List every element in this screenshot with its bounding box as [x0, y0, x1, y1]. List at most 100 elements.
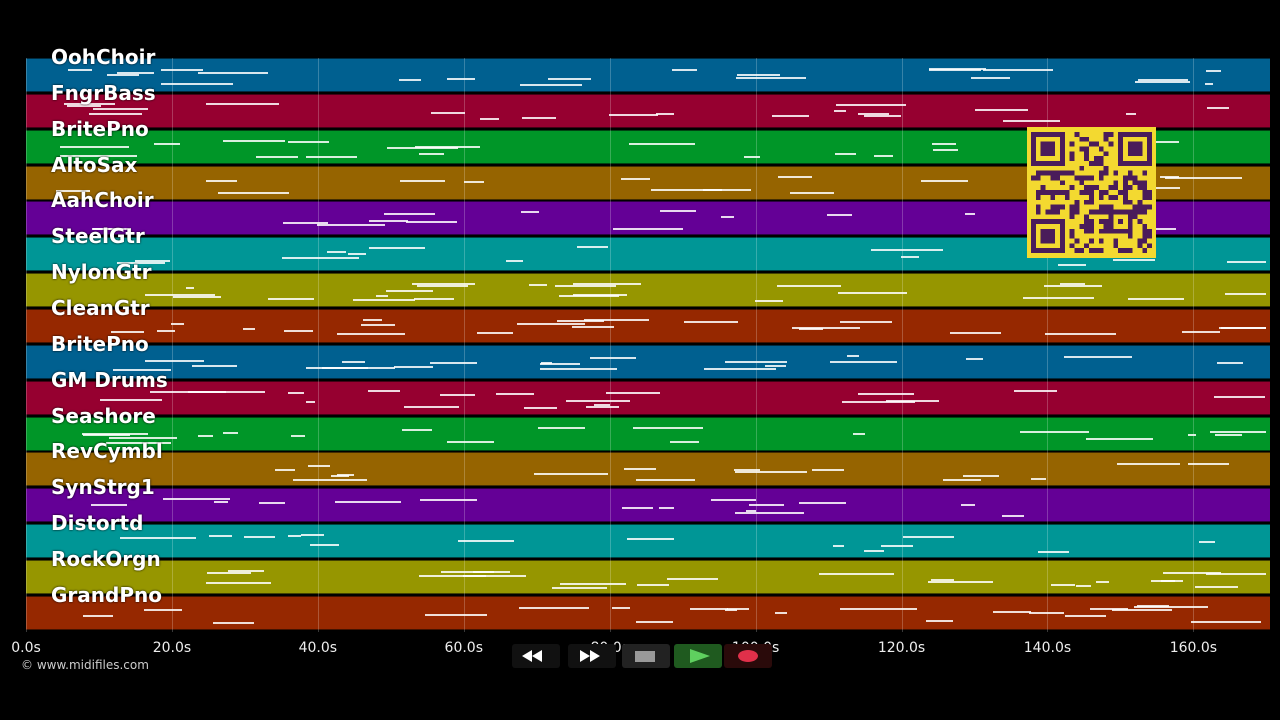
- fast-forward-button[interactable]: [568, 644, 616, 668]
- midi-note: [283, 329, 313, 332]
- midi-note: [900, 255, 920, 258]
- midi-note: [834, 109, 847, 112]
- midi-note: [60, 155, 138, 158]
- midi-note: [1194, 586, 1239, 589]
- midi-note: [1162, 572, 1222, 575]
- midi-note: [724, 360, 788, 363]
- midi-note: [1112, 259, 1155, 262]
- track-lane: [26, 58, 1270, 92]
- midi-note: [326, 251, 347, 254]
- time-tick-label: 20.0s: [152, 640, 192, 656]
- midi-note: [307, 465, 331, 468]
- midi-note: [394, 365, 433, 368]
- time-tick-label: 0.0s: [11, 640, 41, 656]
- midi-note: [1227, 261, 1266, 264]
- fast-forward-icon: [580, 650, 600, 662]
- track-lane: [26, 488, 1270, 523]
- midi-note: [301, 534, 325, 537]
- midi-note: [116, 261, 166, 264]
- midi-note: [105, 441, 171, 444]
- midi-note: [107, 73, 139, 76]
- midi-note: [495, 392, 535, 395]
- midi-note: [933, 149, 959, 151]
- midi-note: [1086, 438, 1154, 441]
- midi-note: [771, 115, 809, 118]
- midi-note: [412, 283, 475, 286]
- stop-button[interactable]: [622, 644, 670, 668]
- midi-note: [1199, 540, 1215, 543]
- midi-note: [1151, 579, 1184, 582]
- record-button[interactable]: [724, 644, 772, 668]
- midi-note: [1045, 333, 1116, 336]
- play-icon: [690, 649, 710, 663]
- midi-note: [635, 620, 673, 623]
- midi-note: [880, 545, 913, 548]
- midi-note: [792, 326, 860, 329]
- midi-note: [724, 608, 737, 611]
- midi-note: [506, 259, 524, 262]
- midi-note: [172, 295, 222, 298]
- track-label: RevCymbl: [51, 439, 163, 464]
- midi-note: [198, 71, 269, 74]
- midi-note: [928, 580, 993, 583]
- midi-note: [424, 614, 487, 617]
- midi-note: [99, 399, 162, 402]
- midi-note: [528, 283, 548, 286]
- midi-note: [157, 329, 175, 332]
- midi-note: [458, 540, 514, 543]
- midi-note: [819, 572, 895, 575]
- midi-note: [419, 153, 444, 156]
- midi-note: [222, 432, 239, 435]
- midi-note: [589, 356, 637, 359]
- midi-note: [386, 146, 459, 149]
- midi-note: [476, 331, 514, 334]
- record-icon: [738, 650, 758, 662]
- midi-note: [1213, 396, 1266, 399]
- midi-note: [287, 534, 302, 537]
- transport-controls: [510, 644, 772, 668]
- track-label: FngrBass: [51, 80, 156, 105]
- time-tick-label: 160.0s: [1169, 640, 1218, 656]
- midi-note: [171, 322, 184, 325]
- midi-note: [1003, 119, 1060, 122]
- midi-note: [547, 78, 592, 81]
- midi-note: [209, 534, 232, 537]
- midi-note: [521, 211, 540, 214]
- track-label: NylonGtr: [51, 260, 152, 285]
- midi-note: [612, 228, 683, 231]
- midi-note: [949, 332, 1001, 335]
- midi-note: [1165, 177, 1243, 180]
- midi-note: [274, 468, 295, 471]
- midi-note: [109, 437, 177, 440]
- midi-note: [842, 400, 916, 403]
- rewind-button[interactable]: [512, 644, 560, 668]
- midi-note: [283, 222, 328, 225]
- midi-note: [1019, 430, 1089, 433]
- midi-note: [721, 216, 734, 219]
- midi-note: [605, 392, 661, 395]
- midi-note: [1001, 515, 1025, 518]
- midi-note: [384, 213, 436, 216]
- midi-note: [835, 153, 857, 156]
- play-button[interactable]: [674, 644, 722, 668]
- midi-note: [1191, 620, 1261, 623]
- midi-note: [1063, 355, 1132, 358]
- grid-line: [901, 58, 903, 632]
- midi-note: [1206, 69, 1221, 72]
- midi-note: [608, 113, 658, 116]
- midi-note: [655, 112, 674, 115]
- grid-line: [317, 58, 319, 632]
- midi-note: [1188, 463, 1230, 466]
- midi-note: [799, 501, 846, 504]
- midi-note: [754, 299, 784, 302]
- midi-note: [386, 289, 434, 292]
- midi-note: [259, 502, 285, 505]
- midi-note: [188, 391, 266, 394]
- midi-note: [145, 294, 216, 297]
- midi-note: [541, 362, 552, 365]
- midi-note: [983, 68, 1053, 71]
- midi-note: [931, 578, 955, 581]
- midi-note: [558, 294, 619, 297]
- midi-note: [928, 68, 982, 71]
- midi-note: [352, 299, 415, 302]
